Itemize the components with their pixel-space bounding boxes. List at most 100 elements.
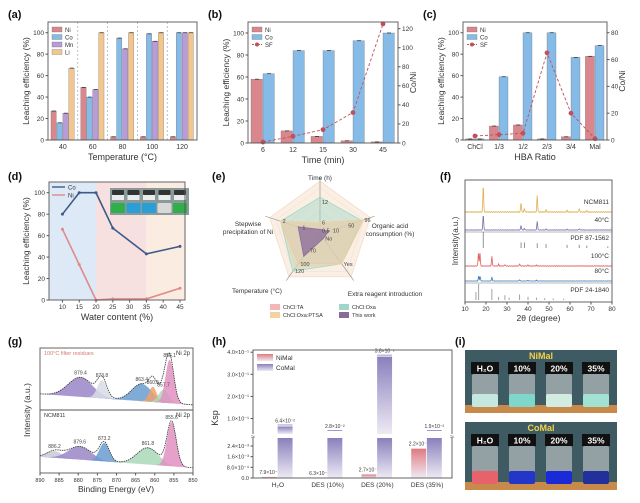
peak-label: 860.5 <box>147 380 160 386</box>
tube-liquid <box>126 203 141 213</box>
sf-point <box>496 132 502 138</box>
x-tick-label: 855 <box>169 478 178 484</box>
data-point <box>77 263 81 267</box>
y-tick-label: 100 <box>34 190 45 197</box>
legend-swatch <box>270 312 280 318</box>
x-tick-label: 12 <box>289 147 297 154</box>
radar-tick-label: 70 <box>310 249 316 255</box>
y-tick-label: 20 <box>38 276 46 283</box>
bar-ni <box>80 87 87 141</box>
vial-liquid <box>472 471 498 484</box>
y-tick-label: 0 <box>40 137 44 144</box>
vial-label: 35% <box>587 436 604 446</box>
radar-grid <box>276 187 364 272</box>
tube-body <box>112 195 124 200</box>
bar-co <box>382 32 395 144</box>
bar-co <box>86 96 93 141</box>
peak-label: 863.4 <box>135 377 148 383</box>
y-tick-label: 0 <box>455 137 459 144</box>
xrd-pattern <box>465 215 612 231</box>
x-tick-label: 30 <box>503 306 511 313</box>
x-tick-label: 35 <box>143 304 151 311</box>
y-tick-label: 40 <box>452 94 460 101</box>
bar-comal-lower <box>327 438 343 478</box>
bar-ni <box>585 56 595 141</box>
xps-component <box>40 360 193 405</box>
x-tick-label: 6 <box>261 147 265 154</box>
bar-comal-lower <box>277 438 293 478</box>
y-tick-label: 3.0×10⁻¹ <box>227 372 249 378</box>
vial-label: 20% <box>550 364 567 374</box>
bar-li <box>128 32 134 141</box>
xps-component <box>40 451 193 468</box>
x-tick-label: 20 <box>482 306 490 313</box>
trace-label: PDF 24-1840 <box>570 287 609 294</box>
data-point <box>144 252 148 256</box>
subplot-title: 100°C filter residues <box>44 351 94 357</box>
y-tick-label: 80 <box>452 51 460 58</box>
plot-frame <box>252 349 453 479</box>
y-tick-label: 60 <box>452 73 460 80</box>
x-tick-label: 15 <box>319 147 327 154</box>
tube-liquid <box>142 203 156 213</box>
vial-liquid <box>546 471 572 484</box>
y-axis-label: Leaching efficiency (%) <box>436 37 446 125</box>
y-right-tick-label: 20 <box>611 110 619 117</box>
bar-nimal <box>261 476 277 478</box>
sf-point <box>380 21 386 27</box>
sf-point <box>260 139 266 145</box>
tube-liquid <box>173 203 187 213</box>
radar-tick-label: 0.5 <box>322 228 330 234</box>
tube-liquid <box>157 203 172 213</box>
bar-li <box>187 32 194 141</box>
legend-swatch <box>251 34 263 40</box>
data-point <box>111 226 115 230</box>
data-point <box>178 244 182 248</box>
y-right-tick-label: 60 <box>402 83 410 90</box>
data-point <box>178 286 182 290</box>
legend-label: ChCl:TA <box>283 305 304 311</box>
x-axis-label: HBA Ratio <box>514 152 556 162</box>
bar-comal-upper <box>277 426 293 434</box>
x-tick-label: 880 <box>74 478 83 484</box>
legend-swatch <box>466 34 478 40</box>
bar-mn <box>92 89 99 141</box>
y-tick-label: 4.0×10⁻¹ <box>227 350 249 356</box>
y-right-tick-label: 0 <box>611 137 615 144</box>
vial-label-tag <box>545 362 573 374</box>
panel-i: (i) NiMal H₂O 10% 20% 35% CoMal H₂O 10% 20% 35% <box>455 336 617 490</box>
y-tick-label: 40 <box>37 94 45 101</box>
axis-break-mark: ≈ <box>251 434 255 441</box>
x-tick-label: 45 <box>379 147 387 154</box>
radar-tick-label: No <box>325 236 332 242</box>
panel-label: (c) <box>423 9 437 21</box>
legend-label: Co <box>65 35 73 41</box>
photo-nimal: NiMal H₂O 10% 20% 35% <box>465 350 617 413</box>
y-tick-label: 60 <box>37 73 45 80</box>
peak-label: 857.7 <box>157 383 170 389</box>
x-tick-label: 1/2 <box>518 144 528 151</box>
x-tick-label: 875 <box>93 478 102 484</box>
x-tick-label: H₂O <box>272 482 284 489</box>
bar-co <box>522 32 533 141</box>
legend-label: Ni <box>480 28 486 34</box>
bar-co <box>262 73 275 144</box>
panel-label: (d) <box>8 171 22 183</box>
x-axis-label: 2θ (degree) <box>517 313 561 323</box>
inset-photo <box>110 188 189 215</box>
xrd-pattern <box>465 253 612 267</box>
series-line-co <box>61 191 181 255</box>
x-axis-label: Water content (%) <box>81 312 153 322</box>
bar-mn <box>152 41 158 141</box>
legend-label: SF <box>265 43 273 49</box>
vial-label: 10% <box>513 436 530 446</box>
tube-cap <box>158 190 171 195</box>
wooden-surface <box>465 482 617 490</box>
bar-ni <box>250 79 263 144</box>
radar-axis-label: Temperature (°C) <box>232 287 282 295</box>
x-tick-label: Mal <box>589 144 601 151</box>
legend-swatch <box>339 304 349 310</box>
bar-value-label: 2.7×10⁻⁴ <box>359 467 379 473</box>
sf-point <box>568 110 574 116</box>
vial-liquid <box>583 471 609 484</box>
